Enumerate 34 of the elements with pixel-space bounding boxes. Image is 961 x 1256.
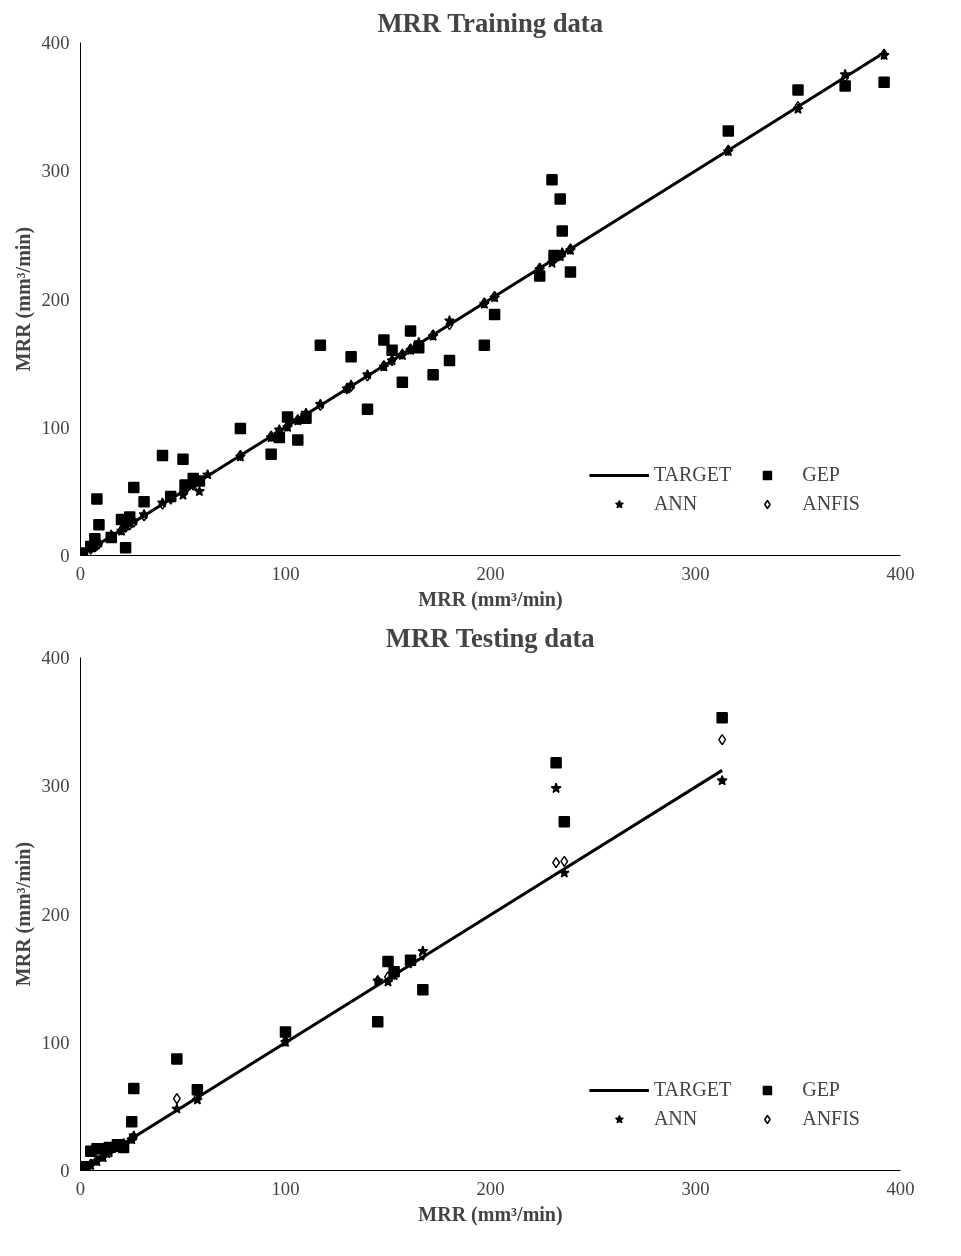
y-axis-title: MRR (mm³/min) (11, 841, 35, 987)
x-tick-label: 300 (681, 1177, 710, 1199)
y-axis-title: MRR (mm³/min) (11, 226, 35, 372)
legend-label: ANFIS (802, 492, 860, 515)
legend-label: GEP (802, 1078, 840, 1101)
y-tick-label: 400 (41, 32, 70, 53)
y-tick-label: 200 (41, 288, 70, 310)
x-tick-label: 0 (75, 1177, 86, 1199)
x-axis-title: MRR (mm³/min) (418, 587, 563, 611)
x-tick-label: 100 (271, 1177, 300, 1199)
x-tick-label: 400 (886, 1177, 915, 1199)
y-tick-label: 400 (41, 647, 70, 668)
legend-label: TARGET (653, 1078, 732, 1101)
y-tick-label: 300 (41, 775, 70, 797)
legend-label: ANN (653, 1107, 698, 1130)
x-tick-label: 0 (75, 562, 86, 584)
x-tick-label: 400 (886, 562, 915, 584)
y-tick-label: 100 (41, 416, 70, 438)
legend-label: ANFIS (802, 1107, 860, 1130)
y-tick-label: 200 (41, 903, 70, 925)
chart-title: MRR Testing data (385, 622, 595, 653)
y-tick-label: 0 (60, 1160, 70, 1181)
chart-title: MRR Training data (377, 7, 604, 38)
x-tick-label: 300 (681, 562, 710, 584)
legend-label: GEP (802, 463, 840, 486)
x-tick-label: 200 (476, 1177, 505, 1199)
legend-label: ANN (653, 492, 698, 515)
legend-label: TARGET (653, 463, 732, 486)
x-tick-label: 200 (476, 562, 505, 584)
y-tick-label: 0 (60, 545, 70, 566)
y-tick-label: 100 (41, 1031, 70, 1053)
x-tick-label: 100 (271, 562, 300, 584)
y-tick-label: 300 (41, 160, 70, 182)
x-axis-title: MRR (mm³/min) (418, 1202, 563, 1226)
